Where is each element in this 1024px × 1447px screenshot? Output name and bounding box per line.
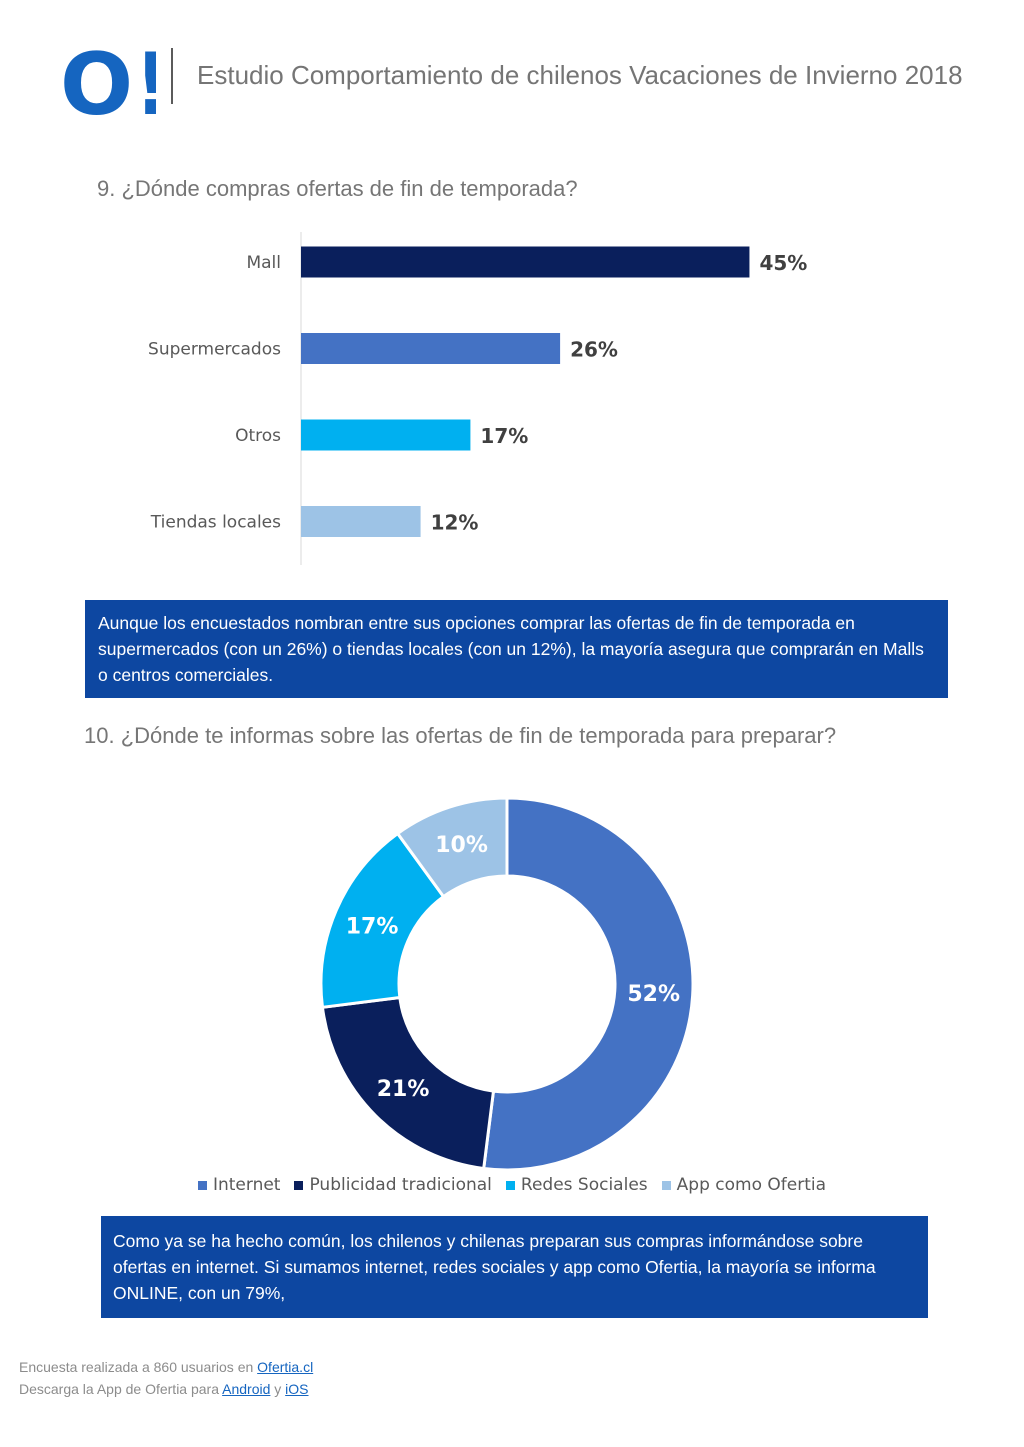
legend-label-2: Redes Sociales bbox=[520, 1175, 648, 1195]
ios-link[interactable]: iOS bbox=[285, 1381, 309, 1397]
footer-survey-line: Encuesta realizada a 860 usuarios en Ofe… bbox=[19, 1359, 313, 1375]
legend-item-1: Publicidad tradicional bbox=[294, 1175, 492, 1195]
donut-chart: 52% 21% 17% 10% bbox=[319, 796, 695, 1172]
legend-label-3: App como Ofertia bbox=[676, 1175, 827, 1195]
value-label-1: 26% bbox=[570, 338, 618, 362]
legend-swatch-3 bbox=[661, 1180, 671, 1190]
question-9-title: 9. ¿Dónde compras ofertas de fin de temp… bbox=[97, 176, 578, 201]
category-label-1: Supermercados bbox=[148, 340, 281, 360]
legend-item-3: App como Ofertia bbox=[661, 1175, 827, 1195]
header-divider bbox=[171, 48, 173, 104]
question-10-title: 10. ¿Dónde te informas sobre las ofertas… bbox=[84, 723, 837, 748]
footer-download-text: Descarga la App de Ofertia para bbox=[19, 1381, 223, 1397]
legend-swatch-1 bbox=[294, 1180, 304, 1190]
slice-label-1: 21% bbox=[377, 1077, 430, 1102]
logo-text: O! bbox=[60, 46, 156, 120]
value-label-3: 12% bbox=[431, 511, 479, 535]
legend-item-2: Redes Sociales bbox=[505, 1175, 648, 1195]
legend-label-0: Internet bbox=[212, 1175, 281, 1195]
bar-1 bbox=[301, 333, 561, 364]
category-label-2: Otros bbox=[235, 426, 281, 446]
category-label-0: Mall bbox=[246, 253, 281, 273]
slice-label-3: 10% bbox=[435, 833, 488, 858]
donut-slice-3 bbox=[395, 796, 509, 899]
document-title: Estudio Comportamiento de chilenos Vacac… bbox=[197, 60, 963, 90]
value-label-2: 17% bbox=[480, 424, 528, 448]
legend-swatch-0 bbox=[197, 1180, 207, 1190]
android-link[interactable]: Android bbox=[222, 1381, 271, 1397]
question-9-note: Aunque los encuestados nombran entre sus… bbox=[85, 600, 948, 698]
value-label-0: 45% bbox=[759, 251, 807, 275]
footer-connector: y bbox=[270, 1381, 286, 1397]
ofertia-logo: O! bbox=[60, 46, 156, 120]
bar-2 bbox=[301, 419, 471, 451]
slice-label-2: 17% bbox=[346, 915, 399, 940]
ofertia-link[interactable]: Ofertia.cl bbox=[257, 1359, 314, 1375]
category-label-3: Tiendas locales bbox=[150, 513, 281, 533]
bar-chart: Mall 45% Supermercados 26% Otros 17% Tiendas l… bbox=[148, 232, 807, 565]
slice-label-0: 52% bbox=[627, 982, 680, 1007]
legend-swatch-2 bbox=[505, 1180, 515, 1190]
chart-legend: Internet Publicidad tradicional Redes Soci… bbox=[0, 1175, 1024, 1195]
question-10-note: Como ya se ha hecho común, los chilenos … bbox=[101, 1216, 928, 1318]
footer-survey-text: Encuesta realizada a 860 usuarios en bbox=[19, 1359, 258, 1375]
legend-label-1: Publicidad tradicional bbox=[309, 1175, 492, 1195]
donut-slice-1 bbox=[320, 995, 496, 1171]
donut-slice-0 bbox=[482, 796, 695, 1172]
legend-item-0: Internet bbox=[197, 1175, 281, 1195]
footer-download-line: Descarga la App de Ofertia para Android … bbox=[19, 1381, 309, 1397]
bar-3 bbox=[301, 506, 421, 537]
bar-0 bbox=[301, 246, 750, 278]
